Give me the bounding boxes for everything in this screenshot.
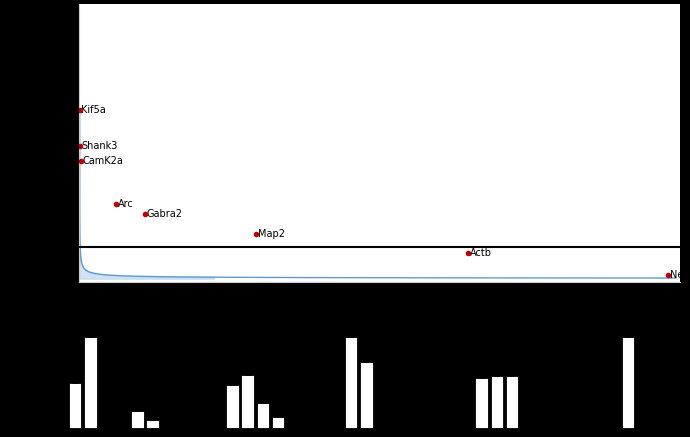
Text: CamK2a: CamK2a — [82, 156, 123, 166]
Text: Arc: Arc — [118, 199, 134, 209]
Text: Gabra2: Gabra2 — [147, 209, 183, 219]
Text: Neat1: Neat1 — [670, 271, 690, 281]
Text: Shank3: Shank3 — [81, 141, 118, 151]
Text: Kif5a: Kif5a — [81, 104, 106, 114]
Text: Map2: Map2 — [258, 229, 285, 239]
Text: Actb: Actb — [470, 247, 492, 257]
